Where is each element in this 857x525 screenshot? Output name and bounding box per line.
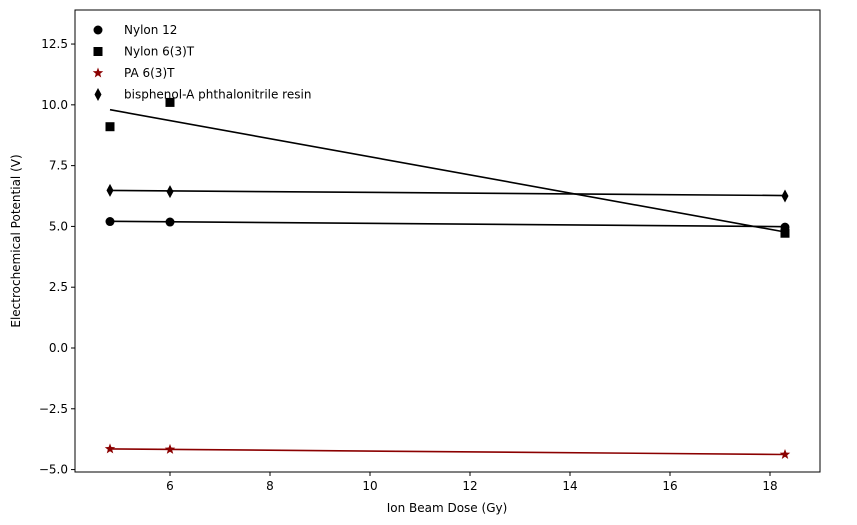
x-axis-ticks: 6 8 10 12 14 16 18 (166, 472, 778, 493)
legend-marker (93, 47, 103, 56)
trend-line (109, 220, 786, 228)
x-tick-label: 16 (662, 479, 677, 493)
trend-line (109, 108, 786, 233)
data-point (106, 183, 114, 197)
data-point (104, 443, 116, 454)
legend-label: Nylon 12 (124, 23, 177, 37)
x-tick-label: 18 (762, 479, 777, 493)
y-tick-label: 2.5 (49, 280, 68, 294)
trend-line (109, 448, 786, 456)
y-tick-label: 10.0 (41, 98, 68, 112)
x-tick-label: 14 (562, 479, 577, 493)
y-tick-label: 7.5 (49, 159, 68, 173)
x-tick-label: 6 (166, 479, 174, 493)
plot-frame (74, 9, 821, 473)
y-tick-label: −2.5 (39, 402, 68, 416)
legend-label: PA 6(3)T (124, 66, 175, 80)
y-tick-label: 12.5 (41, 37, 68, 51)
legend-label: Nylon 6(3)T (124, 45, 195, 59)
y-tick-label: 5.0 (49, 219, 68, 233)
data-point (105, 217, 115, 227)
x-tick-label: 8 (266, 479, 274, 493)
data-point (780, 228, 790, 238)
legend-marker (93, 25, 103, 35)
x-axis-title: Ion Beam Dose (Gy) (387, 501, 508, 515)
legend-marker (92, 67, 104, 78)
trend-lines (109, 108, 786, 456)
data-point (165, 217, 175, 227)
data-point (165, 97, 175, 107)
data-point (166, 185, 174, 199)
data-point (164, 443, 176, 454)
y-tick-label: 0.0 (49, 341, 68, 355)
trend-line (109, 189, 786, 197)
legend-marker (94, 88, 102, 101)
legend: Nylon 12 Nylon 6(3)T PA 6(3)T bisphenol-A p… (92, 23, 311, 102)
data-markers (104, 97, 791, 459)
y-axis-title: Electrochemical Potential (V) (9, 154, 23, 327)
y-tick-label: −5.0 (39, 463, 68, 477)
plot-area (75, 10, 820, 472)
data-point (779, 448, 791, 459)
legend-label: bisphenol-A phthalonitrile resin (124, 88, 311, 102)
data-point (781, 189, 789, 203)
x-tick-label: 10 (362, 479, 377, 493)
x-tick-label: 12 (462, 479, 477, 493)
y-axis-ticks: −5.0 −2.5 0.0 2.5 5.0 7.5 10.0 12.5 (39, 37, 75, 477)
data-point (105, 122, 115, 132)
